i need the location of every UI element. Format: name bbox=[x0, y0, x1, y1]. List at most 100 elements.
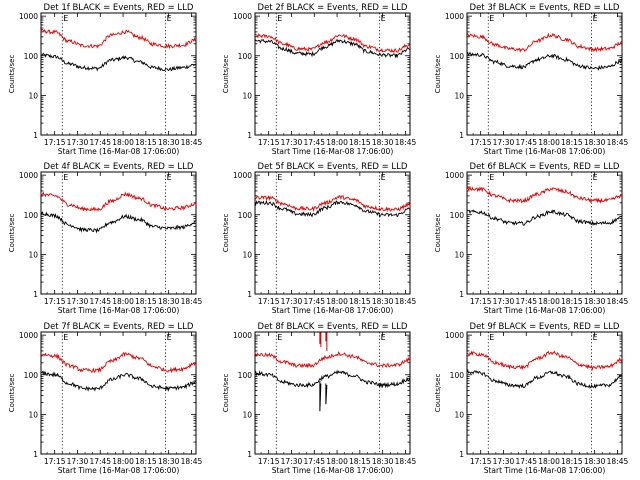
y-tick-label: 10 bbox=[454, 250, 464, 259]
lld-spike bbox=[325, 332, 328, 351]
x-tick-label: 17:15 bbox=[470, 297, 492, 306]
x-tick-label: 17:15 bbox=[44, 457, 66, 466]
y-tick-label: 100 bbox=[450, 211, 465, 220]
y-tick-label: 100 bbox=[24, 52, 39, 61]
series-events-line bbox=[466, 369, 623, 389]
e-marker: E bbox=[167, 173, 172, 182]
panel-title: Det 1f BLACK = Events, RED = LLD bbox=[44, 3, 194, 13]
series-lld-line bbox=[40, 191, 197, 212]
e-marker: E bbox=[593, 333, 598, 342]
panel-title: Det 4f BLACK = Events, RED = LLD bbox=[44, 162, 194, 172]
plot-frame bbox=[254, 171, 411, 295]
x-axis-label: Start Time (16-Mar-08 17:06:00) bbox=[58, 147, 180, 156]
x-tick-label: 17:30 bbox=[493, 457, 515, 466]
y-axis-label: Counts/sec bbox=[434, 374, 442, 413]
y-axis-label: Counts/sec bbox=[222, 214, 230, 253]
x-tick-label: 18:15 bbox=[135, 457, 157, 466]
series-lld-line bbox=[466, 32, 623, 53]
e-marker: E bbox=[277, 333, 282, 342]
series-lld-line bbox=[40, 28, 197, 50]
y-tick-label: 1 bbox=[247, 131, 252, 140]
x-tick-label: 17:15 bbox=[44, 138, 66, 147]
e-marker: E bbox=[593, 173, 598, 182]
x-tick-label: 17:30 bbox=[493, 138, 515, 147]
events-dip bbox=[325, 383, 328, 405]
y-tick-label: 1 bbox=[459, 131, 464, 140]
panel-det-3: Det 3f BLACK = Events, RED = LLD 1 10 100 10… bbox=[434, 3, 628, 156]
y-axis-label: Counts/sec bbox=[434, 55, 442, 94]
x-axis-label: Start Time (16-Mar-08 17:06:00) bbox=[272, 306, 394, 315]
x-tick-label: 17:30 bbox=[493, 297, 515, 306]
x-tick-label: 17:45 bbox=[89, 138, 111, 147]
panel-det-4: Det 4f BLACK = Events, RED = LLD 1 10 100 10… bbox=[8, 162, 202, 315]
plot-frame bbox=[40, 171, 197, 295]
y-tick-label: 1000 bbox=[19, 12, 38, 21]
e-marker: E bbox=[593, 14, 598, 23]
x-tick-label: 17:30 bbox=[67, 138, 89, 147]
y-tick-label: 100 bbox=[24, 371, 39, 380]
x-tick-label: 18:00 bbox=[112, 457, 134, 466]
y-tick-label: 100 bbox=[24, 211, 39, 220]
series-events-line bbox=[466, 51, 623, 71]
x-tick-label: 18:00 bbox=[538, 297, 560, 306]
x-tick-label: 18:30 bbox=[372, 138, 394, 147]
series-events-line bbox=[254, 38, 411, 59]
y-tick-label: 1 bbox=[33, 290, 38, 299]
x-tick-label: 17:30 bbox=[67, 457, 89, 466]
x-axis-label: Start Time (16-Mar-08 17:06:00) bbox=[484, 306, 606, 315]
x-tick-label: 18:30 bbox=[158, 297, 180, 306]
plot-frame bbox=[40, 12, 197, 136]
x-tick-label: 18:15 bbox=[135, 297, 157, 306]
events-dip bbox=[319, 380, 322, 412]
plot-frame bbox=[254, 331, 411, 455]
y-tick-label: 1000 bbox=[445, 331, 464, 340]
x-tick-label: 17:45 bbox=[303, 297, 325, 306]
series-events-line bbox=[466, 209, 623, 227]
panel-title: Det 2f BLACK = Events, RED = LLD bbox=[258, 3, 408, 13]
y-tick-label: 1 bbox=[459, 450, 464, 459]
e-marker: E bbox=[63, 173, 68, 182]
y-tick-label: 10 bbox=[242, 250, 252, 259]
x-tick-label: 17:45 bbox=[515, 457, 537, 466]
x-tick-label: 18:30 bbox=[584, 138, 606, 147]
plot-frame bbox=[466, 171, 623, 295]
series-lld-line bbox=[466, 350, 623, 371]
x-tick-label: 18:00 bbox=[112, 297, 134, 306]
e-marker: E bbox=[277, 14, 282, 23]
x-tick-label: 18:15 bbox=[349, 457, 371, 466]
e-marker: E bbox=[277, 173, 282, 182]
x-tick-label: 17:45 bbox=[89, 297, 111, 306]
x-tick-label: 17:15 bbox=[258, 297, 280, 306]
x-tick-label: 18:45 bbox=[607, 457, 629, 466]
e-marker: E bbox=[63, 14, 68, 23]
e-marker: E bbox=[381, 173, 386, 182]
y-tick-label: 10 bbox=[242, 91, 252, 100]
series-events-line bbox=[254, 369, 411, 389]
y-tick-label: 10 bbox=[28, 410, 38, 419]
panel-title: Det 3f BLACK = Events, RED = LLD bbox=[470, 3, 620, 13]
x-tick-label: 18:45 bbox=[181, 457, 203, 466]
x-tick-label: 17:45 bbox=[515, 138, 537, 147]
x-tick-label: 17:45 bbox=[515, 297, 537, 306]
e-marker: E bbox=[167, 14, 172, 23]
x-tick-label: 18:00 bbox=[326, 138, 348, 147]
plot-frame bbox=[40, 331, 197, 455]
x-tick-label: 18:15 bbox=[349, 138, 371, 147]
e-marker: E bbox=[489, 333, 494, 342]
y-axis-label: Counts/sec bbox=[8, 374, 16, 413]
x-tick-label: 17:30 bbox=[281, 297, 303, 306]
plot-frame bbox=[466, 12, 623, 136]
x-axis-label: Start Time (16-Mar-08 17:06:00) bbox=[272, 147, 394, 156]
x-tick-label: 18:45 bbox=[395, 297, 417, 306]
panel-title: Det 9f BLACK = Events, RED = LLD bbox=[470, 322, 620, 332]
x-tick-label: 17:30 bbox=[67, 297, 89, 306]
x-tick-label: 17:15 bbox=[470, 457, 492, 466]
x-tick-label: 18:15 bbox=[561, 138, 583, 147]
x-tick-label: 18:45 bbox=[181, 138, 203, 147]
x-tick-label: 17:45 bbox=[89, 457, 111, 466]
y-tick-label: 100 bbox=[238, 371, 253, 380]
plot-frame bbox=[254, 12, 411, 136]
x-tick-label: 18:15 bbox=[135, 138, 157, 147]
series-lld-line bbox=[255, 32, 411, 53]
